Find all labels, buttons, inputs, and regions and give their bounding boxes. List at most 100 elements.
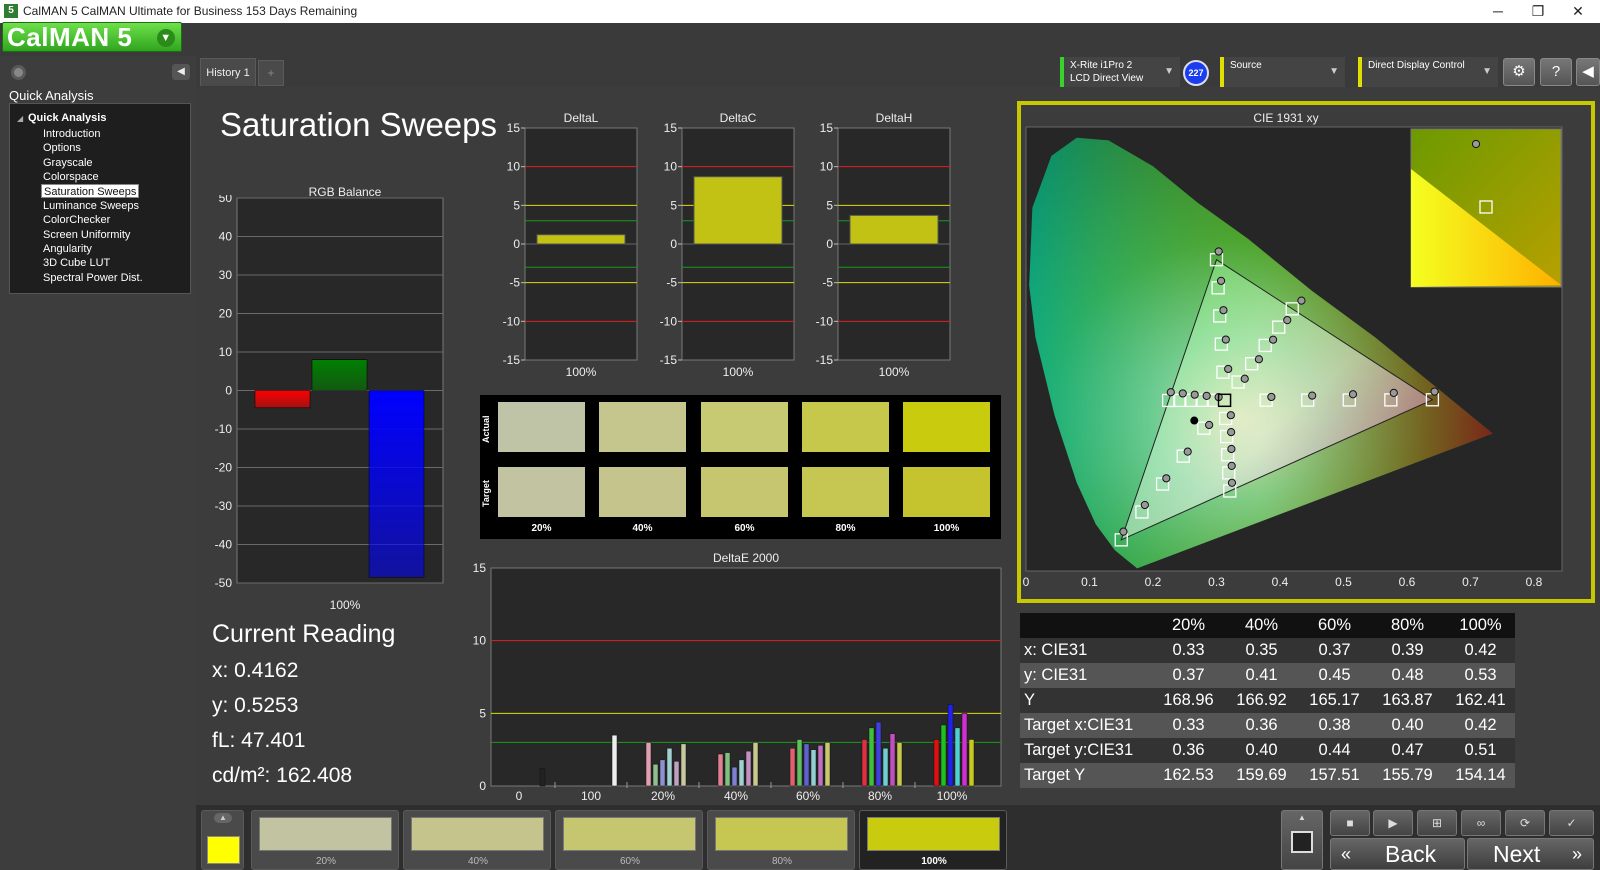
current-reading-heading: Current Reading xyxy=(212,620,396,648)
y-tick-label: -10 xyxy=(215,422,233,436)
reading-x: x: 0.4162 xyxy=(212,659,299,682)
deltae-bar xyxy=(680,743,687,787)
table-cell: 0.45 xyxy=(1296,663,1369,688)
title-bar: 5 CalMAN 5 CalMAN Ultimate for Business … xyxy=(0,0,1600,23)
app-icon: 5 xyxy=(4,4,18,18)
back-label: Back xyxy=(1385,841,1437,867)
reading-fl: fL: 47.401 xyxy=(212,729,306,752)
workflow-status-icon[interactable] xyxy=(11,65,26,80)
stop-icon[interactable]: ■ xyxy=(1330,810,1370,836)
table-cell: 0.36 xyxy=(1223,713,1296,738)
back-button[interactable]: « Back xyxy=(1330,838,1465,870)
help-icon[interactable]: ? xyxy=(1540,58,1572,86)
pattern-button-20[interactable]: 20% xyxy=(251,810,399,870)
target-marker xyxy=(1244,357,1259,371)
refresh-icon[interactable]: ⟳ xyxy=(1505,810,1545,836)
pattern-fill xyxy=(867,817,1000,851)
y-tick-label: 5 xyxy=(513,198,520,212)
target-swatch xyxy=(802,467,889,517)
measured-marker xyxy=(1268,335,1278,344)
pattern-button-80[interactable]: 80% xyxy=(707,810,855,870)
tab-history-1[interactable]: History 1 xyxy=(200,58,256,86)
sidebar-item-screen-uniformity[interactable]: Screen Uniformity xyxy=(43,229,131,241)
deltae-bar xyxy=(961,713,968,787)
y-tick-label: 0 xyxy=(479,779,486,793)
pattern-button-100[interactable]: 100% xyxy=(859,810,1007,870)
source-selector[interactable]: Source ▼ xyxy=(1220,57,1345,87)
expand-triangle-icon[interactable]: ◢ xyxy=(17,114,24,123)
pattern-label: 80% xyxy=(771,856,792,867)
row-label: y: CIE31 xyxy=(1020,663,1150,688)
sidebar-item-colorspace[interactable]: Colorspace xyxy=(43,171,99,183)
sidebar-item-colorchecker[interactable]: ColorChecker xyxy=(43,214,111,226)
actual-swatch xyxy=(903,402,990,452)
next-button[interactable]: Next » xyxy=(1467,838,1594,870)
table-header-cell: 60% xyxy=(1296,613,1369,638)
tree-group-quick-analysis[interactable]: Quick Analysis xyxy=(28,112,107,124)
collapse-sidebar-button[interactable]: ◀ xyxy=(172,64,190,80)
delta-bar xyxy=(536,234,626,245)
row-label: Target y:CIE31 xyxy=(1020,738,1150,763)
add-tab-button[interactable]: + xyxy=(258,60,284,86)
pattern-fill xyxy=(563,817,696,851)
check-icon[interactable]: ✓ xyxy=(1549,810,1594,836)
deltae-bar xyxy=(824,742,831,787)
table-header-cell: 100% xyxy=(1442,613,1515,638)
settings-gear-icon[interactable]: ⚙ xyxy=(1503,58,1535,86)
swatch-label: 20% xyxy=(531,523,552,534)
current-color-swatch[interactable]: ▲ xyxy=(201,810,244,870)
table-row: Target Y 162.53 159.69 157.51 155.79 154… xyxy=(1020,763,1515,788)
y-tick-label: 10 xyxy=(507,160,521,174)
y-tick-label: 10 xyxy=(820,160,834,174)
measured-marker xyxy=(1297,296,1306,305)
sidebar-item-spectral-power[interactable]: Spectral Power Dist. xyxy=(43,272,143,284)
x-tick-label: 20% xyxy=(651,789,675,803)
deltae-bar xyxy=(738,759,745,787)
play-icon[interactable]: ▶ xyxy=(1373,810,1413,836)
sidebar-item-3d-cube-lut[interactable]: 3D Cube LUT xyxy=(43,257,111,269)
deltae-bar xyxy=(875,721,882,787)
deltae-bar xyxy=(645,742,652,787)
x-tick-label: 0.3 xyxy=(1208,575,1225,589)
display-control-selector[interactable]: Direct Display Control ▼ xyxy=(1358,57,1498,87)
minimize-button[interactable]: ─ xyxy=(1493,3,1503,19)
meter-status-badge[interactable]: 227 xyxy=(1183,60,1209,86)
zoom-measured-marker xyxy=(1471,139,1481,149)
calman-logo-menu[interactable]: CalMAN 5 ▼ xyxy=(2,22,182,52)
sidebar-item-angularity[interactable]: Angularity xyxy=(43,243,92,255)
continuous-read-icon[interactable]: ∞ xyxy=(1461,810,1501,836)
y-tick-label: 20 xyxy=(219,307,233,321)
read-series-icon[interactable]: ⊞ xyxy=(1417,810,1457,836)
sidebar-item-options[interactable]: Options xyxy=(43,142,81,154)
table-cell: 165.17 xyxy=(1296,688,1369,713)
y-tick-label: -50 xyxy=(215,576,233,590)
collapse-right-icon[interactable]: ◀ xyxy=(1576,58,1600,86)
swatch-label: 40% xyxy=(632,523,653,534)
maximize-button[interactable]: ❐ xyxy=(1531,3,1545,19)
deltae-bar xyxy=(861,739,868,787)
table-cell: 0.33 xyxy=(1150,713,1223,738)
back-arrow-icon: « xyxy=(1341,844,1352,864)
sidebar-item-luminance-sweeps[interactable]: Luminance Sweeps xyxy=(43,200,140,212)
y-tick-label: 15 xyxy=(820,121,834,135)
table-cell: 0.42 xyxy=(1442,713,1515,738)
meter-selector[interactable]: X-Rite i1Pro 2 LCD Direct View ▼ xyxy=(1060,57,1180,87)
measured-marker xyxy=(1283,316,1292,325)
close-button[interactable]: ✕ xyxy=(1572,3,1584,19)
deltae-bar xyxy=(539,768,546,787)
sidebar-item-introduction[interactable]: Introduction xyxy=(43,128,101,140)
deltae-chart: DeltaE 2000 15 10 5 0 0 100 20% 40% 60% 80% 100% xyxy=(473,551,1002,803)
pattern-button-60[interactable]: 60% xyxy=(555,810,703,870)
rgb-balance-chart: 50 40 30 20 10 0 -10 -20 -30 -40 -50 xyxy=(215,195,444,590)
window-title: CalMAN 5 CalMAN Ultimate for Business 15… xyxy=(23,4,358,18)
sidebar-item-grayscale[interactable]: Grayscale xyxy=(43,157,93,169)
current-reading-marker xyxy=(1190,416,1199,425)
swatch-comparison: Actual Target 20% 40% 60% 80% 100% xyxy=(480,395,1001,539)
stop-button-large[interactable]: ▲ xyxy=(1281,810,1323,870)
pattern-button-40[interactable]: 40% xyxy=(403,810,551,870)
sidebar: ◀ Quick Analysis ◢ Quick Analysis Introd… xyxy=(0,56,196,870)
y-tick-label: -40 xyxy=(215,538,233,552)
y-tick-label: -15 xyxy=(503,353,521,367)
y-tick-label: 15 xyxy=(507,121,521,135)
sidebar-item-saturation-sweeps[interactable]: Saturation Sweeps xyxy=(41,184,140,198)
